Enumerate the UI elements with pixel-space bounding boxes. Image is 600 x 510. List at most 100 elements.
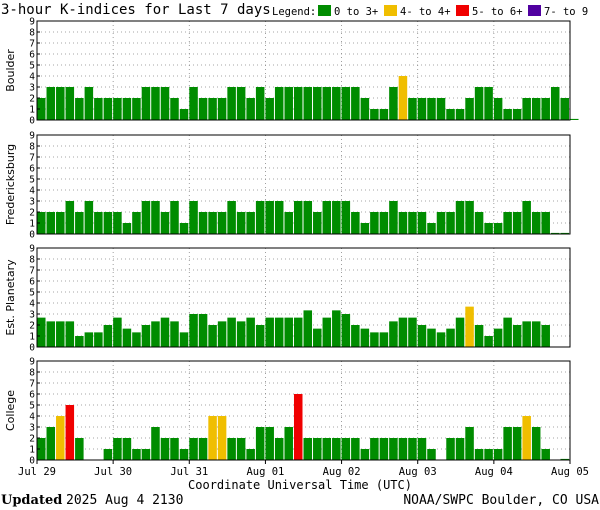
k-index-bar — [75, 212, 84, 234]
k-index-bar — [293, 317, 303, 347]
k-index-bar — [446, 212, 455, 234]
legend-item-yellow: 4- to 4+ — [400, 6, 451, 18]
k-index-bar — [417, 325, 427, 347]
x-axis-label: Coordinate Universal Time (UTC) — [188, 478, 412, 492]
k-index-bar — [122, 328, 132, 347]
k-index-bar — [322, 438, 332, 460]
k-index-bar — [170, 201, 179, 234]
k-index-bar — [246, 317, 255, 347]
k-index-bar — [293, 201, 303, 234]
k-index-bar — [417, 212, 427, 234]
x-tick-label: Aug 04 — [475, 466, 513, 478]
k-index-bar — [379, 438, 389, 460]
k-index-bar — [550, 87, 560, 120]
k-index-bar — [465, 201, 474, 234]
k-index-bar — [322, 87, 332, 120]
k-index-bar — [332, 201, 341, 234]
k-index-bar — [484, 87, 493, 120]
x-tick-label: Aug 05 — [551, 466, 589, 478]
k-index-bar — [398, 76, 408, 120]
k-index-bar — [103, 449, 113, 460]
k-index-bar — [113, 212, 122, 234]
k-index-bar — [465, 427, 474, 460]
k-index-bar — [179, 109, 189, 120]
k-index-bar — [179, 223, 189, 234]
k-index-bar — [455, 438, 465, 460]
chart-title: 3-hour K-indices for Last 7 days — [1, 2, 271, 18]
k-index-bar — [198, 438, 208, 460]
x-tick-label: Aug 01 — [246, 466, 284, 478]
k-index-bar — [65, 201, 75, 234]
k-index-bar — [303, 438, 313, 460]
k-index-bar — [522, 416, 531, 460]
k-index-bar — [227, 438, 236, 460]
k-index-bar — [46, 212, 56, 234]
k-index-bar — [103, 212, 113, 234]
k-index-bar — [370, 438, 379, 460]
k-index-bar — [503, 317, 512, 347]
k-index-bar — [274, 87, 284, 120]
panel-frame — [36, 134, 571, 235]
k-index-bar — [522, 201, 531, 234]
k-index-bar — [541, 212, 550, 234]
k-index-bar — [360, 328, 370, 347]
y-tick-label: 3 — [29, 197, 35, 208]
k-index-bar — [379, 109, 389, 120]
k-index-bar — [170, 438, 179, 460]
panel-label: Fredericksburg — [4, 144, 17, 225]
k-index-bar — [550, 232, 560, 234]
k-index-bar — [189, 438, 198, 460]
k-index-bar — [37, 98, 46, 120]
k-index-bar — [512, 427, 522, 460]
k-index-bar — [160, 87, 170, 120]
k-index-bar — [427, 328, 436, 347]
k-index-bar — [208, 212, 217, 234]
updated-label: Updated — [1, 493, 62, 508]
k-index-bar — [531, 427, 541, 460]
k-index-bar — [284, 427, 293, 460]
k-index-bar — [360, 449, 370, 460]
k-index-bar — [189, 201, 198, 234]
k-index-bar — [541, 98, 550, 120]
k-index-bar — [56, 212, 65, 234]
y-tick-label: 5 — [29, 61, 35, 72]
k-index-bar — [351, 87, 360, 120]
k-index-bar — [46, 87, 56, 120]
k-index-bar — [75, 438, 84, 460]
k-index-bar — [522, 98, 531, 120]
y-tick-label: 2 — [29, 94, 35, 105]
y-tick-label: 9 — [29, 17, 35, 28]
k-index-bar — [151, 87, 160, 120]
k-index-bar — [170, 98, 179, 120]
k-index-bar — [284, 317, 293, 347]
k-index-bar — [37, 438, 46, 460]
k-index-bar — [265, 317, 274, 347]
k-index-bar — [179, 332, 189, 347]
k-index-bar — [436, 212, 446, 234]
x-tick-label: Jul 29 — [18, 466, 56, 478]
k-index-bar — [84, 201, 94, 234]
k-index-bar — [522, 321, 531, 347]
k-index-bar — [484, 336, 493, 347]
k-index-bar — [217, 98, 227, 120]
k-index-bar — [474, 212, 484, 234]
y-tick-label: 7 — [29, 153, 35, 164]
k-index-bar — [446, 438, 455, 460]
k-index-bar — [37, 212, 46, 234]
k-index-bar — [427, 223, 436, 234]
k-index-bar — [313, 212, 322, 234]
k-index-bar — [389, 438, 398, 460]
k-index-bar — [84, 87, 94, 120]
k-index-bar — [160, 438, 170, 460]
legend-swatch-yellow — [384, 5, 397, 16]
y-tick-label: 7 — [29, 39, 35, 50]
k-index-bar — [227, 87, 236, 120]
k-index-bar — [246, 212, 255, 234]
y-tick-label: 8 — [29, 28, 35, 39]
k-index-bar — [56, 416, 65, 460]
y-tick-label: 6 — [29, 390, 35, 401]
k-index-bar — [446, 109, 455, 120]
k-index-bar — [141, 449, 151, 460]
